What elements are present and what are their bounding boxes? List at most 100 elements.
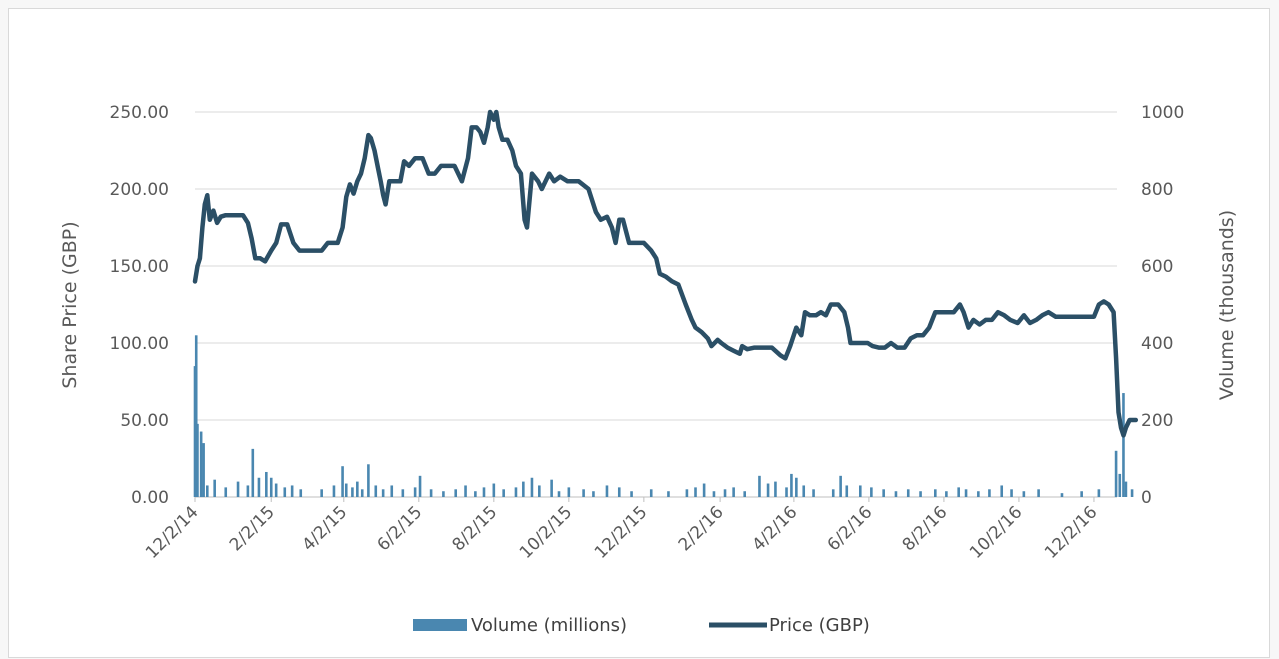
volume-bar — [1022, 491, 1026, 497]
y-tick-label: 200.00 — [110, 180, 169, 200]
volume-bar — [454, 489, 458, 497]
y2-tick-label: 0 — [1141, 488, 1152, 508]
volume-bar — [522, 481, 525, 497]
x-tick-label: 2/2/16 — [675, 502, 728, 555]
y-tick-label: 100.00 — [110, 334, 169, 354]
volume-bars — [193, 335, 1134, 497]
volume-bar — [332, 485, 336, 497]
volume-bar — [381, 489, 385, 497]
volume-bar — [341, 466, 344, 497]
x-tick-label: 4/2/15 — [299, 502, 352, 555]
volume-bar — [213, 479, 216, 497]
volume-bar — [919, 491, 922, 497]
volume-bar — [957, 487, 960, 497]
volume-bar — [743, 491, 746, 497]
volume-bar — [251, 448, 255, 497]
volume-bar — [582, 489, 585, 497]
volume-bar — [360, 489, 364, 497]
legend: Volume (millions) Price (GBP) — [413, 615, 870, 636]
volume-bar — [758, 475, 761, 497]
volume-bar — [1114, 450, 1118, 497]
y2-tick-label: 800 — [1141, 180, 1173, 200]
volume-bar — [685, 489, 689, 497]
volume-bar — [557, 491, 561, 497]
volume-bar — [550, 479, 553, 497]
volume-bar — [894, 491, 898, 497]
volume-bar — [649, 489, 653, 497]
volume-bar — [351, 487, 354, 497]
y-axis-title: Share Price (GBP) — [59, 221, 81, 388]
volume-bar — [812, 489, 815, 497]
x-tick-label: 10/2/15 — [516, 502, 576, 562]
gridlines — [195, 111, 1117, 498]
volume-bar — [839, 475, 842, 497]
volume-bar — [1097, 489, 1101, 497]
legend-volume-label: Volume (millions) — [471, 615, 627, 636]
volume-bar — [283, 487, 287, 497]
volume-bar — [199, 431, 203, 497]
volume-bar — [1060, 493, 1064, 497]
volume-bar — [442, 491, 445, 497]
volume-bar — [265, 471, 268, 497]
volume-bar — [567, 487, 571, 497]
right-axis-ticks: 0 200 400 600 800 1000 — [1141, 103, 1184, 508]
volume-bar — [1124, 481, 1128, 497]
volume-bar — [538, 485, 541, 497]
volume-bar — [988, 489, 991, 497]
y2-axis-title: Volume (thousands) — [1216, 210, 1238, 400]
volume-bar — [630, 491, 633, 497]
volume-bar — [429, 489, 433, 497]
x-tick-label: 6/2/16 — [824, 502, 877, 555]
volume-bar — [474, 491, 477, 497]
y-tick-label: 150.00 — [110, 257, 169, 277]
volume-bar — [845, 485, 849, 497]
volume-bar — [390, 485, 394, 497]
volume-bar — [790, 473, 793, 497]
volume-bar — [1010, 489, 1013, 497]
volume-bar — [882, 489, 885, 497]
volume-bar — [766, 483, 770, 497]
x-tick-label: 8/2/16 — [899, 502, 952, 555]
volume-bar — [617, 487, 621, 497]
x-axis-ticks: 12/2/14 2/2/15 4/2/15 6/2/15 8/2/15 10/2/15 12… — [142, 497, 1101, 563]
volume-bar — [413, 487, 417, 497]
volume-bar — [236, 481, 240, 497]
volume-bar — [418, 475, 422, 497]
volume-bar — [356, 481, 359, 497]
volume-bar — [320, 489, 323, 497]
legend-volume-swatch — [413, 619, 467, 631]
volume-bar — [858, 485, 862, 497]
volume-bar — [246, 485, 250, 497]
price-line-group — [192, 109, 1139, 438]
volume-bar — [712, 491, 716, 497]
volume-bar — [667, 491, 670, 497]
volume-bar — [492, 483, 496, 497]
y2-tick-label: 200 — [1141, 411, 1173, 431]
volume-bar — [1000, 485, 1004, 497]
y2-tick-label: 600 — [1141, 257, 1173, 277]
volume-bar — [870, 487, 873, 497]
volume-bar — [290, 485, 294, 497]
volume-bar — [514, 487, 518, 497]
volume-bar — [530, 477, 534, 497]
y2-tick-label: 400 — [1141, 334, 1173, 354]
price-line — [192, 109, 1139, 438]
volume-bar — [1118, 473, 1122, 497]
x-tick-label: 8/2/15 — [449, 502, 502, 555]
volume-bar — [274, 483, 278, 497]
volume-bar — [906, 489, 910, 497]
volume-bar — [795, 477, 798, 497]
volume-bar — [1080, 491, 1083, 497]
y-tick-label: 50.00 — [120, 411, 169, 431]
y-tick-label: 250.00 — [110, 103, 169, 123]
volume-bar — [977, 491, 980, 497]
volume-bar — [1130, 489, 1134, 497]
volume-bar — [592, 491, 595, 497]
volume-bar — [269, 477, 273, 497]
volume-bar — [945, 491, 948, 497]
volume-bar — [502, 489, 505, 497]
x-tick-label: 6/2/15 — [374, 502, 427, 555]
volume-bar — [367, 464, 370, 497]
volume-bar — [401, 489, 405, 497]
volume-bar — [299, 489, 303, 497]
